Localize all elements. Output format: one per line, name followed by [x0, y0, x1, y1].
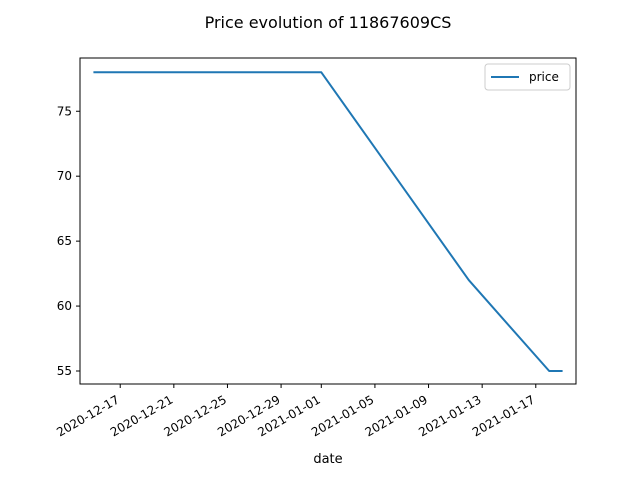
series-line-price: [93, 71, 563, 373]
y-tick-label: 60: [57, 299, 72, 313]
x-axis-ticks: 2020-12-172020-12-212020-12-252020-12-29…: [54, 384, 537, 439]
legend-label-price: price: [529, 70, 559, 84]
legend: price: [484, 63, 571, 91]
legend-box: [484, 63, 571, 91]
y-tick-label: 70: [57, 169, 72, 183]
y-tick-label: 75: [57, 104, 72, 118]
chart-title: Price evolution of 11867609CS: [205, 13, 452, 32]
x-axis-label: date: [313, 452, 342, 467]
axes-frame: [79, 57, 577, 385]
y-tick-label: 55: [57, 364, 72, 378]
y-tick-label: 65: [57, 234, 72, 248]
plot-area: [93, 71, 563, 373]
y-axis-ticks: 55 60 65 70 75: [57, 104, 80, 378]
